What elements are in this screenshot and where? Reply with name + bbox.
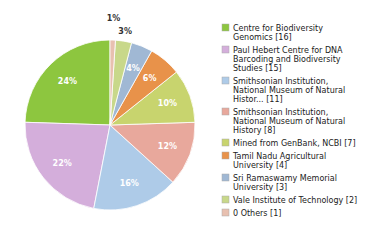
slices <box>25 40 195 210</box>
legend-swatch <box>222 46 229 53</box>
legend-entry: Centre for BiodiversityGenomics [16] <box>233 24 323 42</box>
legend-swatch <box>222 108 229 115</box>
pie-slice <box>110 40 115 125</box>
legend-entry: Smithsonian Institution,National Museum … <box>233 77 345 104</box>
data-label: 3% <box>118 27 132 36</box>
data-label: 22% <box>53 159 72 168</box>
pie-slice <box>110 122 195 182</box>
legend-swatch <box>222 24 229 31</box>
data-label: 12% <box>158 142 177 151</box>
chart-container: 24% 22% 16% 12% 10% 6%4% 3% 1% Centre for Biodiv… <box>0 0 380 240</box>
data-label: 6% <box>143 74 157 83</box>
legend-entry: Smithsonian Institution,National Museum … <box>233 108 345 135</box>
legend-entry: Sri Ramaswamy MemorialUniversity [3] <box>233 174 337 192</box>
legend-swatch <box>222 77 229 84</box>
data-label: 1% <box>107 14 121 23</box>
data-label: 10% <box>158 99 177 108</box>
data-label: 4% <box>126 64 140 73</box>
legend-entry: Paul Hebert Centre for DNABarcoding and … <box>233 46 343 73</box>
pie-slice <box>110 40 132 125</box>
legend: Centre for BiodiversityGenomics [16] Paul… <box>222 24 357 218</box>
legend-entry: Tamil Nadu AgriculturalUniversity [4] <box>232 152 326 170</box>
chart: 24% 22% 16% 12% 10% 6%4% 3% 1% Centre for Biodiv… <box>0 0 380 240</box>
data-label: 24% <box>58 77 77 86</box>
legend-swatch <box>222 174 229 181</box>
legend-entry: Mined from GenBank, NCBI [7] <box>233 139 356 148</box>
legend-swatch <box>222 209 229 216</box>
legend-swatch <box>222 139 229 146</box>
legend-entry: Vale Institute of Technology [2] <box>233 196 357 205</box>
pie-slice <box>25 40 110 125</box>
data-label: 16% <box>120 179 139 188</box>
legend-swatch <box>222 152 229 159</box>
legend-entry: 0 Others [1] <box>233 209 281 218</box>
legend-swatch <box>222 196 229 203</box>
data-labels: 24% 22% 16% 12% 10% 6%4% 3% 1% <box>53 14 177 188</box>
